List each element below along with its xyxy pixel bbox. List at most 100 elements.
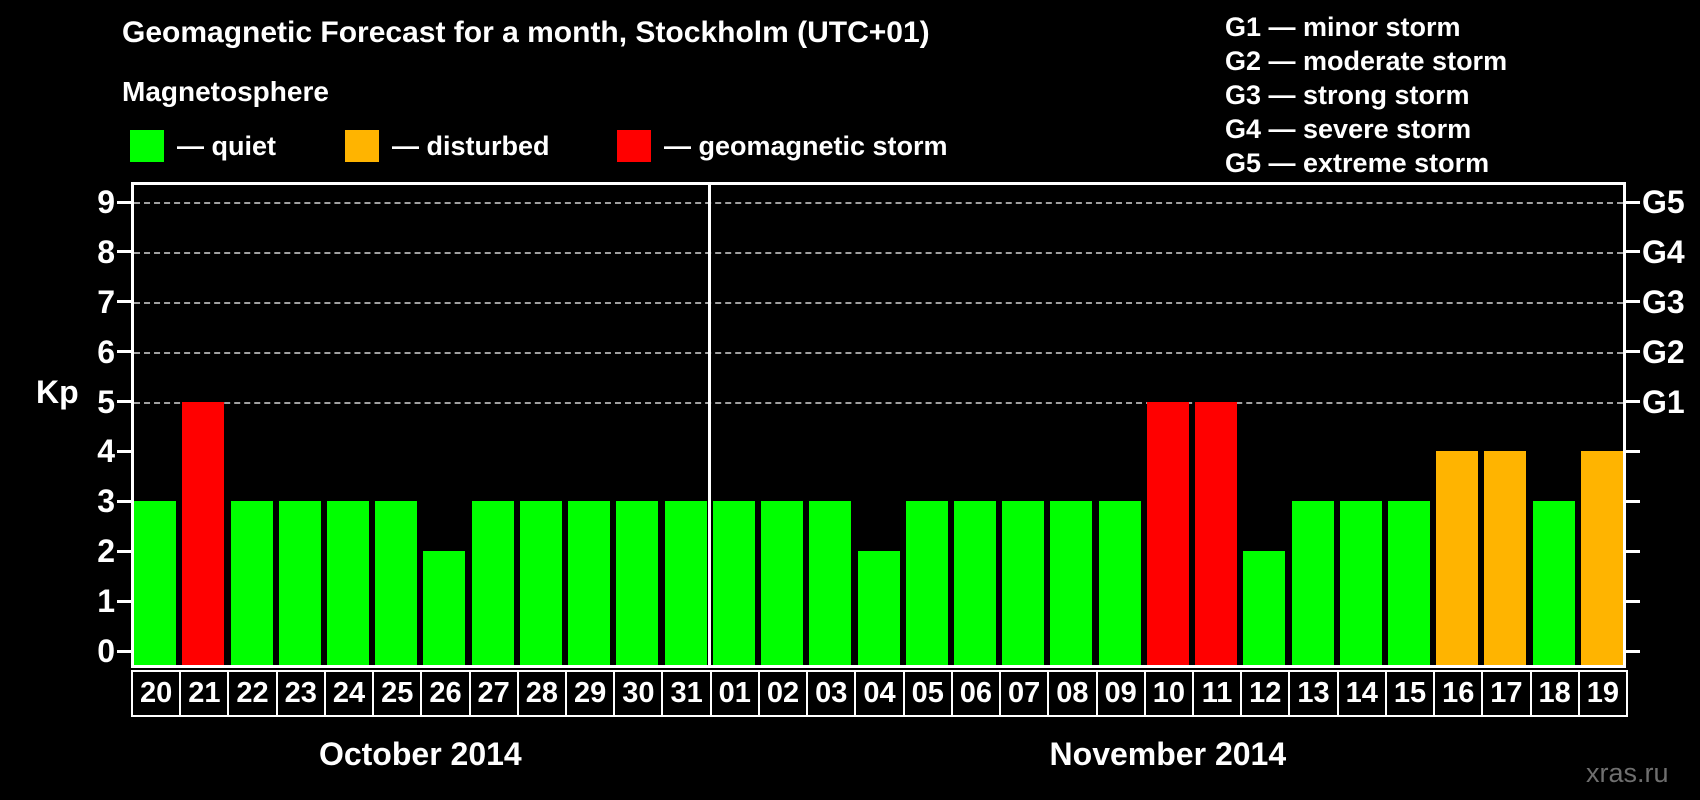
right-axis-label-G1: G1: [1642, 383, 1685, 420]
kp-bar-07: [1002, 501, 1045, 665]
day-cell-11: 11: [1191, 670, 1243, 717]
day-cell-05: 05: [902, 670, 953, 717]
right-axis-label-G3: G3: [1642, 283, 1685, 320]
right-tick-kp7: [1626, 300, 1640, 304]
kp-bar-29: [568, 501, 611, 665]
day-cell-19: 19: [1577, 670, 1628, 717]
day-cell-09: 09: [1095, 670, 1146, 717]
kp-bar-03: [809, 501, 852, 665]
disturbed-color-swatch: [345, 130, 379, 162]
day-cell-12: 12: [1240, 670, 1291, 717]
left-tick-kp6: [117, 350, 131, 354]
gridline-kp7: [134, 301, 1623, 304]
day-cell-13: 13: [1288, 670, 1339, 717]
kp-bar-08: [1050, 501, 1093, 665]
kp-bar-09: [1098, 501, 1141, 665]
day-cell-02: 02: [757, 670, 809, 717]
left-tick-kp3: [117, 499, 131, 503]
kp-bar-26: [423, 551, 466, 665]
day-cell-29: 29: [565, 670, 616, 717]
kp-bar-20: [134, 501, 177, 665]
kp-bar-18: [1532, 501, 1575, 665]
right-tick-kp4: [1626, 449, 1640, 453]
storm-color-swatch: [617, 130, 651, 162]
kp-bar-19: [1580, 451, 1623, 665]
kp-bar-31: [664, 501, 707, 665]
kp-bar-16: [1436, 451, 1479, 665]
legend-item-label: — geomagnetic storm: [664, 130, 948, 161]
y-tick-label-2: 2: [97, 533, 115, 570]
day-cell-16: 16: [1433, 670, 1484, 717]
left-tick-kp9: [117, 200, 131, 204]
y-tick-label-0: 0: [97, 633, 115, 669]
left-tick-kp1: [117, 599, 131, 603]
kp-bar-01: [712, 501, 755, 665]
day-cell-18: 18: [1529, 670, 1580, 717]
storm-scale-legend-line: G2 — moderate storm: [1225, 46, 1508, 76]
y-tick-label-4: 4: [97, 433, 115, 470]
y-tick-label-8: 8: [97, 233, 115, 270]
y-tick-label-7: 7: [97, 283, 115, 320]
y-tick-label-9: 9: [97, 184, 115, 220]
storm-scale-legend-line: G5 — extreme storm: [1225, 148, 1490, 178]
day-cell-07: 07: [999, 670, 1050, 717]
day-cell-20: 20: [131, 670, 182, 717]
day-cell-15: 15: [1384, 670, 1436, 717]
legend-item-label: — quiet: [177, 130, 276, 161]
day-cell-23: 23: [275, 670, 326, 717]
day-cell-31: 31: [661, 670, 712, 717]
y-tick-label-5: 5: [97, 383, 115, 420]
day-cell-22: 22: [227, 670, 278, 717]
kp-bar-02: [761, 501, 804, 665]
gridline-kp9: [134, 202, 1623, 204]
right-axis-label-G4: G4: [1642, 233, 1685, 270]
legend-item-storm: — geomagnetic storm: [617, 130, 948, 162]
left-tick-kp7: [117, 300, 131, 304]
day-cell-17: 17: [1481, 670, 1532, 717]
day-cell-24: 24: [323, 670, 375, 717]
day-cell-21: 21: [179, 670, 230, 717]
magnetosphere-legend-title: Magnetosphere: [122, 76, 329, 107]
day-cell-26: 26: [420, 670, 471, 717]
day-cell-10: 10: [1143, 670, 1194, 717]
right-tick-kp5: [1626, 400, 1640, 404]
month-divider-line: [708, 185, 712, 665]
day-cell-08: 08: [1047, 670, 1098, 717]
day-cell-14: 14: [1336, 670, 1387, 717]
right-tick-kp9: [1626, 200, 1640, 204]
kp-bar-27: [471, 501, 514, 665]
day-cell-06: 06: [950, 670, 1002, 717]
kp-bar-06: [953, 501, 996, 665]
left-tick-kp8: [117, 250, 131, 254]
kp-bar-15: [1387, 501, 1430, 665]
storm-scale-legend-line: G3 — strong storm: [1225, 80, 1470, 110]
kp-bar-25: [375, 501, 418, 665]
watermark: xras.ru: [1586, 758, 1669, 788]
y-tick-label-3: 3: [97, 483, 115, 520]
kp-bar-28: [519, 501, 562, 665]
gridline-kp6: [134, 351, 1623, 354]
kp-bar-04: [857, 551, 900, 665]
kp-bar-24: [327, 501, 370, 665]
storm-scale-legend: G1 — minor storm G2 — moderate storm G3 — …: [1225, 10, 1507, 180]
kp-bar-13: [1291, 501, 1334, 665]
y-axis-title: Kp: [36, 374, 79, 410]
day-cell-28: 28: [516, 670, 568, 717]
day-cell-30: 30: [613, 670, 664, 717]
kp-bar-23: [278, 501, 321, 665]
kp-bar-11: [1195, 401, 1238, 665]
kp-bar-30: [616, 501, 659, 665]
kp-bar-12: [1243, 551, 1286, 665]
storm-scale-legend-line: G1 — minor storm: [1225, 12, 1461, 42]
left-tick-kp0: [117, 649, 131, 653]
magnetosphere-legend: — quiet — disturbed — geomagnetic storm: [0, 130, 1100, 170]
left-tick-kp5: [117, 400, 131, 404]
right-tick-kp6: [1626, 350, 1640, 354]
quiet-color-swatch: [130, 130, 164, 162]
kp-bar-10: [1146, 401, 1189, 665]
right-tick-kp2: [1626, 549, 1640, 553]
right-axis-label-G2: G2: [1642, 333, 1685, 370]
y-tick-label-1: 1: [97, 583, 115, 620]
storm-scale-legend-line: G4 — severe storm: [1225, 114, 1472, 144]
